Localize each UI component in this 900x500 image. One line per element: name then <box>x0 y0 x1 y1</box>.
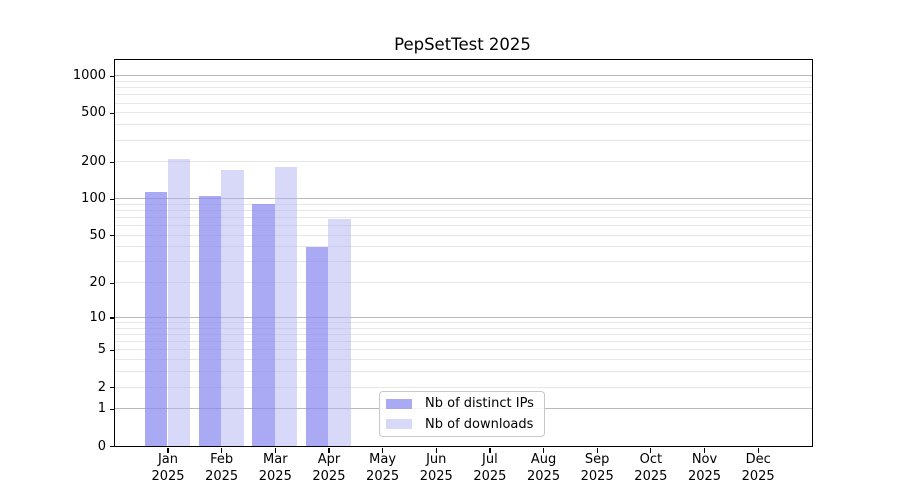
y-tick-label: 1 <box>97 401 106 417</box>
y-tick-mark <box>109 349 114 352</box>
legend-label: Nb of downloads <box>425 416 534 432</box>
y-tick-label: 500 <box>81 105 106 121</box>
bar-distinct-ips <box>252 204 275 446</box>
bar-downloads <box>274 166 298 446</box>
gridline-minor <box>115 334 812 336</box>
y-tick-label: 0 <box>97 438 106 454</box>
y-tick-label: 100 <box>81 191 106 207</box>
legend-item-downloads: Nb of downloads <box>386 416 538 434</box>
gridline-minor <box>115 94 812 96</box>
y-tick-mark <box>109 112 114 114</box>
y-tick-mark <box>109 75 114 77</box>
gridline-minor <box>115 209 812 211</box>
bar-downloads <box>167 158 190 446</box>
x-tick-mark <box>328 448 330 453</box>
gridline-minor <box>115 203 812 205</box>
gridline-minor <box>115 349 812 351</box>
chart-title: PepSetTest 2025 <box>394 35 531 54</box>
y-tick-mark <box>109 408 114 410</box>
gridline-minor <box>115 217 812 219</box>
gridline-minor <box>115 80 812 82</box>
bar-downloads <box>221 169 244 446</box>
y-tick-label: 2 <box>97 379 106 395</box>
x-tick-label: Jun 2025 <box>419 452 453 484</box>
x-tick-mark <box>542 448 545 453</box>
x-tick-label: Mar 2025 <box>258 452 292 484</box>
gridline-minor <box>115 359 812 361</box>
x-tick-label: Oct 2025 <box>634 452 668 484</box>
gridline-minor <box>115 261 812 263</box>
x-tick-mark <box>274 448 276 453</box>
x-tick-label: Sep 2025 <box>580 452 614 484</box>
gridline-minor <box>115 327 812 329</box>
x-tick-label: Apr 2025 <box>312 452 346 484</box>
gridline-minor <box>115 225 812 227</box>
gridline-minor <box>115 139 812 141</box>
x-tick-mark <box>381 448 384 453</box>
gridline-minor <box>115 341 812 343</box>
x-tick-label: Jan 2025 <box>151 452 185 484</box>
y-tick-mark <box>109 317 114 319</box>
gridline-minor <box>115 234 812 236</box>
x-tick-mark <box>703 448 706 453</box>
x-tick-label: Dec 2025 <box>741 452 775 484</box>
legend-item-distinct-ips: Nb of distinct IPs <box>386 395 538 413</box>
y-tick-mark <box>109 161 114 163</box>
bar-distinct-ips <box>198 196 222 446</box>
legend: Nb of distinct IPs Nb of downloads <box>379 391 545 437</box>
gridline-major <box>115 316 812 318</box>
x-tick-mark <box>167 448 169 453</box>
x-tick-mark <box>435 448 437 453</box>
y-tick-mark <box>109 445 114 448</box>
x-tick-label: Nov 2025 <box>687 452 722 484</box>
x-tick-label: Aug 2025 <box>527 452 561 484</box>
gridline-minor <box>115 371 812 373</box>
gridline-minor <box>115 322 812 324</box>
bar-distinct-ips <box>306 246 329 446</box>
x-tick-mark <box>650 448 652 453</box>
y-tick-label: 50 <box>89 227 106 243</box>
x-tick-label: Feb 2025 <box>205 452 239 484</box>
y-tick-mark <box>109 386 114 389</box>
y-tick-mark <box>109 235 114 237</box>
y-tick-label: 1000 <box>72 68 106 84</box>
x-tick-label: May 2025 <box>366 452 400 484</box>
gridline-minor <box>115 246 812 248</box>
y-tick-mark <box>109 282 114 284</box>
bar-downloads <box>328 219 351 446</box>
gridline-major <box>115 75 812 77</box>
gridline-minor <box>115 112 812 114</box>
gridline-major <box>115 198 812 200</box>
legend-swatch-distinct-ips <box>386 398 412 409</box>
x-tick-label: Jul 2025 <box>473 452 507 484</box>
gridline-minor <box>115 282 812 284</box>
gridline-minor <box>115 386 812 388</box>
gridline-minor <box>115 87 812 89</box>
plot-area <box>114 59 813 447</box>
x-tick-mark <box>489 448 491 453</box>
bar-distinct-ips <box>145 191 168 446</box>
y-tick-label: 200 <box>81 154 106 170</box>
gridline-minor <box>115 161 812 163</box>
legend-swatch-downloads <box>386 419 412 430</box>
gridline-minor <box>115 124 812 126</box>
y-tick-label: 5 <box>97 342 106 358</box>
x-tick-mark <box>757 448 759 453</box>
y-tick-mark <box>109 198 114 200</box>
y-tick-label: 10 <box>89 309 106 325</box>
gridline-minor <box>115 102 812 104</box>
y-tick-label: 20 <box>89 275 106 291</box>
x-tick-mark <box>221 448 223 453</box>
x-tick-mark <box>596 448 598 453</box>
legend-label: Nb of distinct IPs <box>425 396 534 412</box>
